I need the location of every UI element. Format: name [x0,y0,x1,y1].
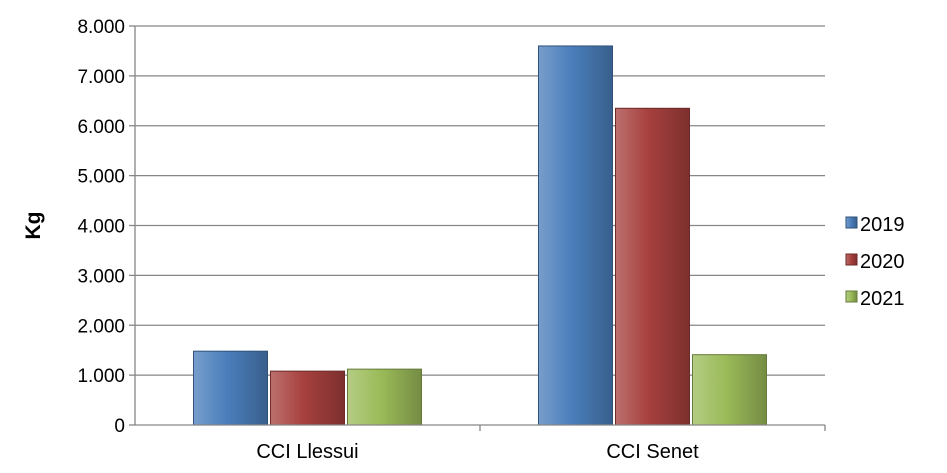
bar-2021-cci-llessui [347,368,422,426]
bars [193,45,767,426]
bar-2019-cci-llessui [193,350,268,426]
legend-swatch [845,253,858,266]
bar-2019-cci-senet [538,45,613,426]
legend-label: 2021 [860,288,905,310]
y-tick-label: 2.000 [77,316,125,337]
y-tick-label: 8.000 [77,17,125,38]
x-category-label: CCI Llessui [256,441,358,463]
legend: 2019 2020 2021 [845,214,905,310]
y-tick-label: 7.000 [77,67,125,88]
y-tick-labels: 0 1.000 2.000 3.000 4.000 5.000 6.000 7.000 8.00… [77,17,125,437]
bar-2020-cci-llessui [270,370,345,426]
y-tick-label: 3.000 [77,266,125,287]
x-category-label: CCI Senet [606,441,699,463]
y-axis-label: Kg [22,212,45,240]
legend-swatch [845,290,858,303]
y-tick-label: 6.000 [77,117,125,138]
legend-swatch [845,216,858,229]
legend-label: 2019 [860,214,905,236]
axes [134,26,826,431]
y-tick-label: 4.000 [77,217,125,238]
legend-label: 2020 [860,251,905,273]
y-tick-label: 0 [114,416,125,437]
x-category-labels: CCI Llessui CCI Senet [256,441,699,463]
bar-2020-cci-senet [615,107,690,426]
y-tick-label: 5.000 [77,167,125,188]
y-tick-label: 1.000 [77,366,125,387]
bar-2021-cci-senet [692,354,767,426]
